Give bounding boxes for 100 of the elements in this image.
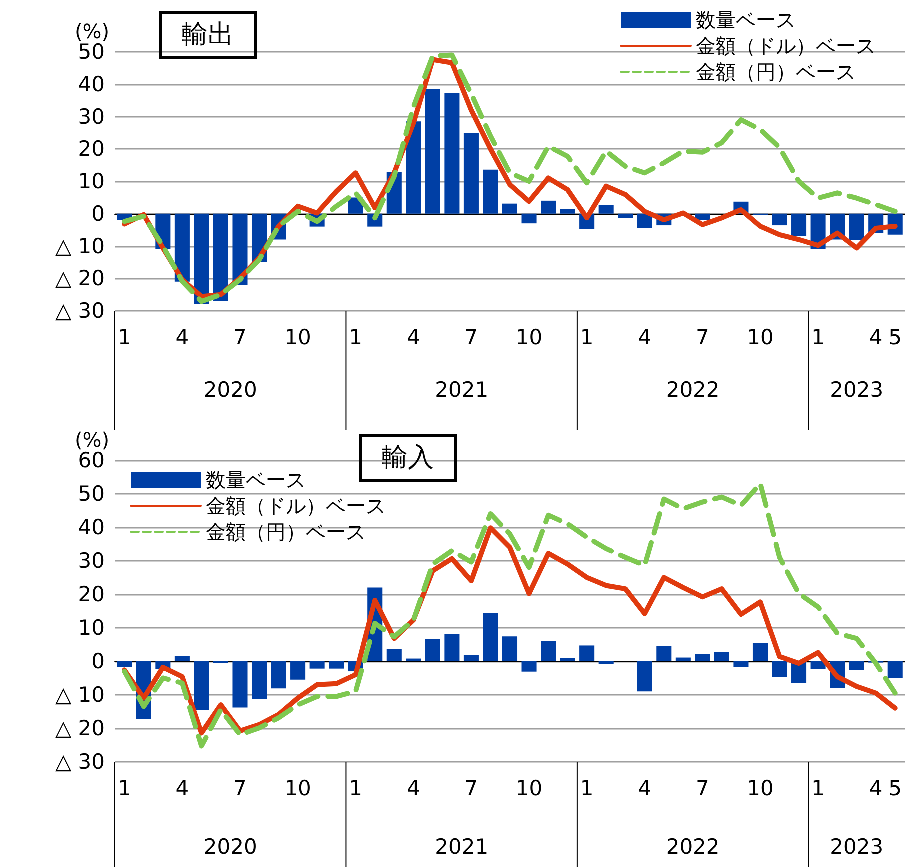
- y-tick-label: 0: [92, 649, 105, 674]
- bar: [444, 93, 460, 214]
- y-tick-label: 20: [78, 137, 105, 162]
- bar: [174, 656, 190, 662]
- x-tick-label: 5: [888, 326, 902, 350]
- bar: [271, 661, 286, 689]
- bar: [656, 646, 672, 662]
- x-tick-label: 10: [284, 326, 312, 350]
- y-tick-label: 30: [78, 104, 105, 129]
- bar: [637, 214, 652, 228]
- x-tick-label: 4: [638, 776, 652, 800]
- y-tick-label: 20: [78, 582, 105, 606]
- legend-label: 金額（ドル）ベース: [206, 494, 386, 518]
- bar: [676, 658, 691, 662]
- y-tick-label: 30: [78, 548, 105, 573]
- x-tick-label: 1: [580, 776, 594, 800]
- text: 2021: [435, 835, 489, 859]
- x-tick-label: 10: [747, 326, 774, 350]
- bar: [598, 661, 614, 664]
- bar: [425, 89, 440, 214]
- bar: [560, 658, 576, 662]
- x-tick-label: 1: [118, 776, 132, 800]
- bar: [386, 649, 402, 662]
- bar: [174, 214, 190, 282]
- x-tick-label: 4: [869, 326, 883, 350]
- x-tick-label: 7: [696, 776, 710, 800]
- legend-label: 数量ベース: [206, 468, 306, 492]
- bar: [522, 661, 537, 672]
- y-axis-title: (%): [75, 428, 110, 452]
- y-tick-label: 50: [78, 482, 105, 506]
- x-tick-label: 7: [234, 776, 247, 800]
- bar: [752, 643, 768, 662]
- text: 2022: [666, 835, 720, 859]
- bar: [792, 214, 807, 237]
- x-tick-label: 7: [464, 776, 478, 800]
- x-tick-label: 4: [406, 776, 420, 800]
- bar: [329, 661, 344, 669]
- bar: [464, 132, 479, 214]
- bar: [695, 214, 710, 220]
- x-tick-label: 1: [349, 776, 363, 800]
- y-tick-label: △ 10: [55, 682, 105, 707]
- bar: [849, 214, 864, 240]
- legend-label: 金額（ドル）ベース: [696, 34, 876, 58]
- x-tick-label: 1: [812, 326, 825, 350]
- bar: [213, 214, 228, 302]
- bar: [772, 661, 788, 678]
- bar: [502, 204, 518, 214]
- y-tick-label: △ 10: [55, 234, 105, 258]
- y-tick-label: △ 20: [55, 716, 105, 740]
- bar: [464, 655, 479, 662]
- bar: [290, 661, 306, 680]
- y-tick-label: 40: [78, 515, 105, 540]
- x-tick-label: 10: [747, 776, 774, 800]
- text: 2023: [830, 378, 884, 402]
- bar: [888, 661, 903, 679]
- text: 2020: [204, 378, 258, 402]
- x-tick-label: 1: [118, 326, 132, 350]
- x-tick-label: 4: [869, 776, 883, 800]
- x-tick-label: 4: [638, 326, 652, 350]
- bar: [541, 641, 556, 662]
- bar: [310, 661, 325, 669]
- legend-label: 金額（円）ベース: [206, 520, 366, 544]
- x-tick-label: 5: [888, 776, 902, 800]
- bar: [425, 639, 440, 662]
- y-tick-label: △ 30: [55, 299, 105, 323]
- x-tick-label: 7: [234, 326, 247, 350]
- bar: [637, 661, 652, 692]
- y-tick-label: △ 30: [55, 750, 105, 774]
- bar: [580, 646, 595, 662]
- x-tick-label: 1: [812, 776, 825, 800]
- bar: [598, 205, 614, 214]
- bar: [252, 661, 268, 700]
- text: 2022: [666, 378, 720, 402]
- x-tick-label: 4: [176, 326, 190, 350]
- bar: [483, 170, 498, 214]
- x-tick-label: 4: [406, 326, 420, 350]
- chart-title: 輸出: [182, 20, 234, 50]
- bar: [194, 661, 210, 710]
- bar: [772, 214, 788, 226]
- y-tick-label: 10: [78, 170, 105, 194]
- legend-label: 金額（円）ベース: [696, 60, 856, 84]
- bar: [502, 636, 518, 662]
- bar: [714, 652, 730, 662]
- text: 2020: [204, 835, 258, 859]
- bar: [618, 214, 634, 218]
- y-tick-label: 10: [78, 616, 105, 640]
- x-tick-label: 1: [580, 326, 594, 350]
- x-tick-label: 7: [464, 326, 478, 350]
- bar: [849, 661, 864, 671]
- legend-label: 数量ベース: [696, 8, 796, 32]
- y-tick-label: 40: [78, 72, 105, 96]
- y-tick-label: △ 20: [55, 266, 105, 291]
- x-tick-label: 4: [176, 776, 190, 800]
- bar: [810, 661, 826, 670]
- bar: [734, 661, 749, 668]
- bar: [695, 654, 710, 662]
- bar: [232, 661, 248, 708]
- x-tick-label: 10: [516, 776, 543, 800]
- bar: [406, 658, 422, 662]
- x-tick-label: 1: [349, 326, 363, 350]
